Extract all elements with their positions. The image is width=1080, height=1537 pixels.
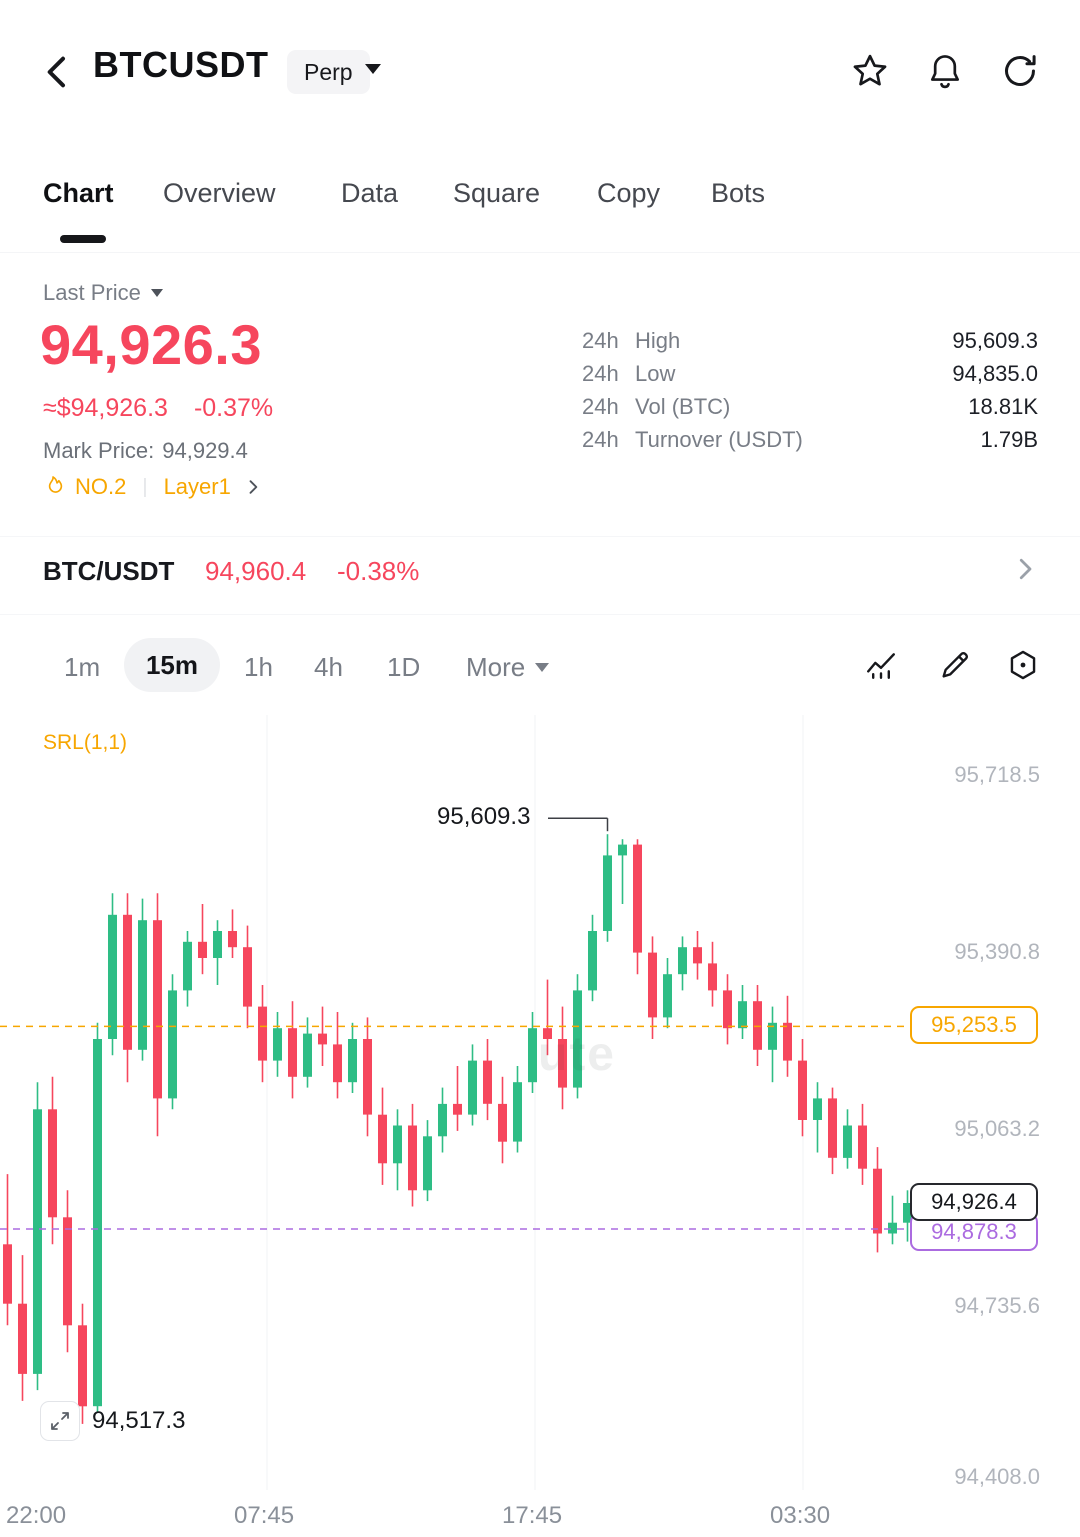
srl-upper-price-tag: 95,253.5 bbox=[910, 1006, 1038, 1044]
candlestick-chart[interactable] bbox=[0, 715, 1080, 1490]
last-price-tag: 94,926.4 bbox=[910, 1183, 1038, 1221]
stat-prefix: 24h bbox=[582, 393, 619, 419]
draw-tools-button[interactable] bbox=[938, 648, 972, 682]
mark-price-row: Mark Price: 94,929.4 bbox=[43, 438, 248, 464]
back-button[interactable] bbox=[38, 52, 78, 92]
chart-low-annotation: 94,517.3 bbox=[40, 1401, 185, 1441]
chart-type-button[interactable] bbox=[864, 648, 898, 682]
hot-rank-label: NO.2 bbox=[75, 474, 127, 499]
timeframe-15m-selected[interactable]: 15m bbox=[124, 638, 220, 692]
more-label: More bbox=[466, 652, 526, 682]
expand-chart-button[interactable] bbox=[40, 1401, 80, 1441]
timeframe-1d[interactable]: 1D bbox=[387, 652, 421, 682]
stat-name: Turnover (USDT) bbox=[635, 426, 803, 452]
y-axis-label: 95,718.5 bbox=[954, 762, 1040, 787]
chart-low-value: 94,517.3 bbox=[92, 1407, 186, 1434]
spot-price: 94,960.4 bbox=[205, 556, 307, 586]
chart-settings-button[interactable] bbox=[1006, 648, 1040, 682]
stat-turnover: 24h Turnover (USDT) 1.79B bbox=[582, 423, 1038, 456]
x-axis-label: 07:45 bbox=[234, 1502, 295, 1529]
chevron-right-icon bbox=[1019, 558, 1032, 580]
chart-toolbar: 1m 15m 1h 4h 1D More bbox=[0, 630, 1080, 708]
timeframe-more-dropdown[interactable]: More bbox=[466, 652, 550, 683]
stat-value: 95,609.3 bbox=[952, 327, 1038, 353]
chart-area: ute SRL(1,1) 95,718.5 95,390.8 95,063.2 … bbox=[0, 715, 1080, 1537]
page-title: BTCUSDT bbox=[93, 44, 269, 85]
flame-icon bbox=[48, 476, 63, 493]
spot-pair-label: BTC/USDT bbox=[43, 556, 175, 586]
x-axis-label: 17:45 bbox=[502, 1502, 563, 1529]
stat-prefix: 24h bbox=[582, 360, 619, 386]
tab-bar: Chart Overview Data Square Copy Bots bbox=[0, 168, 1080, 253]
mark-price-value: 94,929.4 bbox=[162, 438, 248, 463]
stat-prefix: 24h bbox=[582, 327, 619, 353]
timeframe-4h[interactable]: 4h bbox=[314, 652, 343, 682]
change-percent: -0.37% bbox=[193, 394, 274, 422]
last-price-value: 94,926.3 bbox=[40, 313, 262, 376]
stat-value: 18.81K bbox=[968, 393, 1038, 419]
refresh-button[interactable] bbox=[1001, 52, 1039, 90]
refresh-icon bbox=[1005, 55, 1036, 86]
stats-24h: 24h High 95,609.3 24h Low 94,835.0 24h Vol … bbox=[582, 324, 1038, 456]
usd-equivalent: ≈$94,926.3 bbox=[43, 394, 168, 422]
active-tab-indicator bbox=[60, 235, 106, 243]
chevron-right-icon bbox=[249, 480, 258, 494]
header: BTCUSDT Perp bbox=[0, 0, 1080, 135]
alerts-button[interactable] bbox=[926, 52, 964, 90]
contract-type-badge[interactable]: Perp bbox=[287, 50, 370, 94]
y-axis-label: 94,735.6 bbox=[954, 1293, 1040, 1318]
stat-high: 24h High 95,609.3 bbox=[582, 324, 1038, 357]
divider bbox=[0, 614, 1080, 615]
tab-overview[interactable]: Overview bbox=[163, 178, 276, 208]
divider bbox=[0, 536, 1080, 537]
stat-value: 1.79B bbox=[980, 426, 1039, 452]
mark-price-label: Mark Price: bbox=[43, 438, 155, 463]
hot-divider: | bbox=[142, 475, 148, 498]
x-axis-label: 22:00 bbox=[6, 1502, 67, 1529]
chart-watermark: ute bbox=[538, 1028, 616, 1081]
y-axis-label: 94,408.0 bbox=[954, 1464, 1040, 1489]
stat-value: 94,835.0 bbox=[952, 360, 1038, 386]
price-sub-row: ≈$94,926.3 -0.37% bbox=[43, 394, 273, 423]
tab-chart[interactable]: Chart bbox=[43, 178, 114, 208]
chart-high-annotation: 95,609.3 bbox=[437, 803, 531, 830]
tab-copy[interactable]: Copy bbox=[597, 178, 661, 208]
hexagon-settings-icon bbox=[1010, 650, 1036, 680]
tab-bots[interactable]: Bots bbox=[711, 178, 766, 208]
stat-prefix: 24h bbox=[582, 426, 619, 452]
back-icon bbox=[47, 56, 65, 88]
last-price-caret-icon bbox=[150, 289, 163, 297]
spot-pair-row[interactable]: BTC/USDT 94,960.4 -0.38% bbox=[0, 544, 1080, 602]
y-axis-label: 95,390.8 bbox=[954, 939, 1040, 964]
hot-rank-row[interactable]: NO.2 | Layer1 bbox=[43, 474, 263, 500]
last-price-dropdown[interactable]: Last Price bbox=[43, 280, 163, 306]
indicator-label[interactable]: SRL(1,1) bbox=[43, 731, 128, 754]
y-axis-label: 95,063.2 bbox=[954, 1116, 1040, 1141]
stat-name: Low bbox=[635, 360, 676, 386]
tab-square[interactable]: Square bbox=[453, 178, 541, 208]
contract-type-label: Perp bbox=[304, 58, 353, 85]
x-axis-label: 03:30 bbox=[770, 1502, 831, 1529]
bell-icon bbox=[930, 55, 960, 89]
stat-low: 24h Low 94,835.0 bbox=[582, 357, 1038, 390]
contract-dropdown-caret-icon[interactable] bbox=[365, 64, 381, 74]
favorite-button[interactable] bbox=[851, 52, 889, 90]
tab-data[interactable]: Data bbox=[341, 178, 399, 208]
hot-category-label: Layer1 bbox=[163, 474, 231, 499]
timeframe-1h[interactable]: 1h bbox=[244, 652, 273, 682]
candlestick-chart-icon bbox=[867, 653, 895, 679]
timeframe-1m[interactable]: 1m bbox=[64, 652, 101, 682]
stat-name: Vol (BTC) bbox=[635, 393, 731, 419]
more-caret-icon bbox=[535, 663, 550, 672]
pencil-icon bbox=[942, 651, 969, 678]
spot-change: -0.38% bbox=[337, 556, 420, 586]
stat-volume: 24h Vol (BTC) 18.81K bbox=[582, 390, 1038, 423]
expand-icon bbox=[51, 1412, 69, 1430]
star-icon bbox=[853, 54, 887, 86]
last-price-label: Last Price bbox=[43, 280, 141, 305]
stat-name: High bbox=[635, 327, 681, 353]
